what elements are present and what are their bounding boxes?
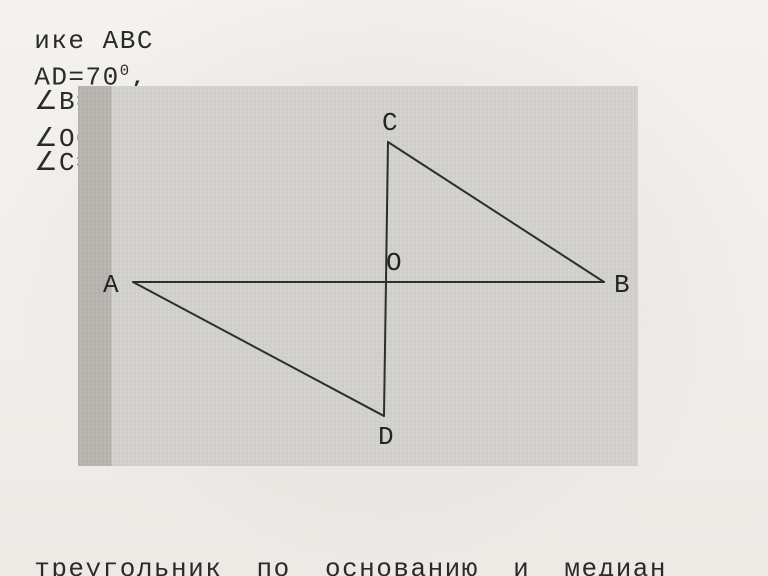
segment-AD <box>133 282 384 416</box>
point-label-D: D <box>378 422 395 452</box>
segment-CD <box>384 142 388 416</box>
point-label-C: С <box>382 108 399 138</box>
point-label-O: О <box>386 248 403 278</box>
geometry-figure: А В С D О <box>78 86 638 466</box>
segment-CB <box>388 142 604 282</box>
problem-line-3: треугольник по основанию и медиан <box>0 524 667 576</box>
point-label-A: А <box>103 270 120 300</box>
frag-3: треугольник по основанию и медиан <box>34 554 667 576</box>
figure-svg <box>78 86 638 466</box>
point-label-B: В <box>614 270 631 300</box>
frag-2a-sup: 0 <box>120 62 131 80</box>
